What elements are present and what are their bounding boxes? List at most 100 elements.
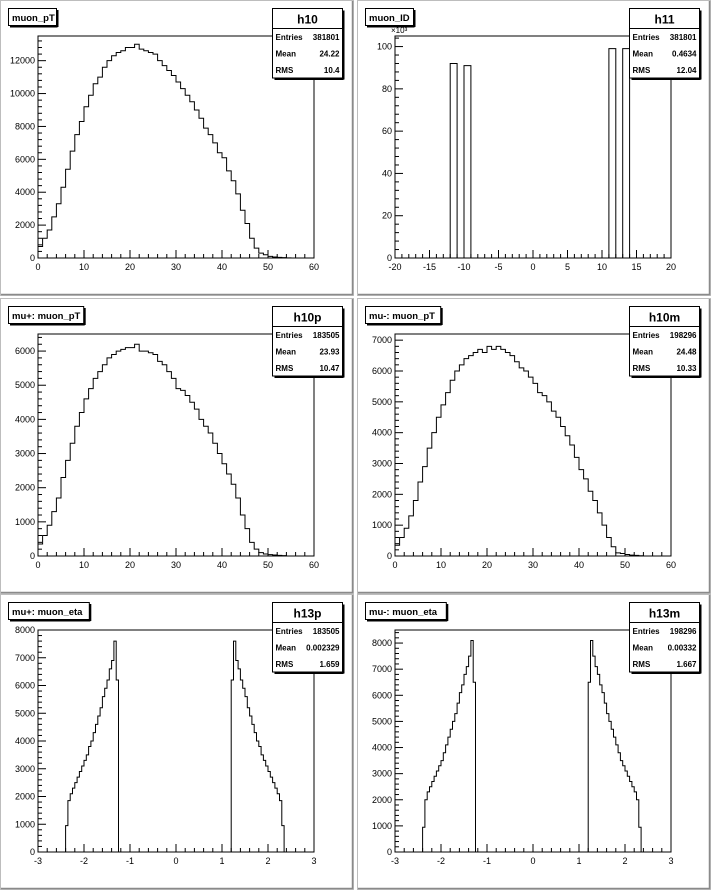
stats-value: 381801 bbox=[670, 33, 697, 42]
title-box: mu+: muon_pT bbox=[8, 306, 86, 326]
y-tick-label: 40 bbox=[382, 168, 392, 178]
chart-title: mu+: muon_pT bbox=[12, 311, 81, 322]
y-tick-label: 2000 bbox=[15, 483, 35, 493]
stats-value: 0.00332 bbox=[668, 644, 697, 653]
stats-box: h13m Entries 198296 Mean 0.00332 RMS 1.667 bbox=[629, 602, 702, 674]
x-tick-label: 0 bbox=[173, 856, 178, 866]
stats-box: h11 Entries 381801 Mean 0.4634 RMS 12.04 bbox=[629, 8, 702, 80]
y-tick-label: 6000 bbox=[15, 346, 35, 356]
y-tick-label: 3000 bbox=[372, 769, 392, 779]
stats-label: Mean bbox=[276, 50, 297, 59]
title-box: mu-: muon_eta bbox=[365, 602, 449, 622]
x-tick-label: 1 bbox=[219, 856, 224, 866]
stats-label: Entries bbox=[276, 331, 304, 340]
x-tick-label: 3 bbox=[668, 856, 673, 866]
y-tick-label: 0 bbox=[387, 847, 392, 857]
y-tick-label: 4000 bbox=[15, 414, 35, 424]
y-tick-label: 1000 bbox=[15, 819, 35, 829]
stats-value: 1.667 bbox=[676, 660, 697, 669]
stats-label: Entries bbox=[633, 33, 661, 42]
histogram-series-line bbox=[395, 639, 669, 853]
stats-label: RMS bbox=[276, 660, 294, 669]
x-tick-label: 30 bbox=[171, 560, 181, 570]
stats-box: h13p Entries 183505 Mean 0.002329 RMS 1.659 bbox=[272, 602, 345, 674]
title-box: mu-: muon_pT bbox=[365, 306, 443, 326]
y-tick-label: 8000 bbox=[15, 121, 35, 131]
stats-box-name: h13m bbox=[649, 607, 680, 621]
stats-box-name: h10m bbox=[649, 311, 680, 325]
y-tick-label: 1000 bbox=[15, 517, 35, 527]
y-tick-label: 2000 bbox=[15, 792, 35, 802]
x-tick-label: 10 bbox=[79, 262, 89, 272]
y-tick-label: 0 bbox=[387, 253, 392, 263]
stats-value: 183505 bbox=[313, 627, 340, 636]
y-tick-label: 4000 bbox=[15, 187, 35, 197]
stats-value: 198296 bbox=[670, 331, 697, 340]
x-tick-label: 30 bbox=[171, 262, 181, 272]
stats-label: Mean bbox=[276, 348, 297, 357]
stats-label: Mean bbox=[633, 644, 654, 653]
y-tick-label: 3000 bbox=[15, 764, 35, 774]
y-tick-label: 5000 bbox=[372, 716, 392, 726]
y-tick-label: 12000 bbox=[10, 56, 35, 66]
y-tick-label: 2000 bbox=[372, 489, 392, 499]
y-tick-label: 6000 bbox=[372, 366, 392, 376]
stats-value: 10.33 bbox=[676, 364, 697, 373]
stats-box-name: h11 bbox=[654, 13, 674, 27]
y-tick-label: 0 bbox=[30, 253, 35, 263]
x-tick-label: 2 bbox=[622, 856, 627, 866]
x-tick-label: 60 bbox=[666, 560, 676, 570]
stats-value: 183505 bbox=[313, 331, 340, 340]
y-tick-label: 0 bbox=[387, 551, 392, 561]
stats-label: Mean bbox=[633, 348, 654, 357]
x-tick-label: -1 bbox=[126, 856, 134, 866]
x-tick-label: 10 bbox=[436, 560, 446, 570]
x-tick-label: -15 bbox=[423, 262, 436, 272]
stats-value: 381801 bbox=[313, 33, 340, 42]
stats-label: RMS bbox=[276, 364, 294, 373]
x-tick-label: 20 bbox=[125, 262, 135, 272]
stats-box-frame bbox=[629, 306, 700, 377]
x-tick-label: 10 bbox=[79, 560, 89, 570]
y-tick-label: 6000 bbox=[15, 154, 35, 164]
y-tick-label: 2000 bbox=[372, 795, 392, 805]
y-tick-label: 5000 bbox=[15, 380, 35, 390]
x-tick-label: -5 bbox=[494, 262, 502, 272]
x-tick-label: 50 bbox=[263, 262, 273, 272]
histogram-series-line bbox=[394, 345, 671, 557]
stats-box: h10p Entries 183505 Mean 23.93 RMS 10.47 bbox=[272, 306, 345, 378]
histogram-panel-mu-minus-eta: -3 -2 -1 0 1 2 3 0 1000 2000 3000 4000 5000 6000 7000 8… bbox=[357, 594, 711, 890]
x-tick-label: 40 bbox=[217, 262, 227, 272]
histogram-series-line bbox=[37, 343, 314, 557]
x-tick-label: 40 bbox=[217, 560, 227, 570]
stats-value: 23.93 bbox=[319, 348, 340, 357]
histogram-panel-muon-pt: 0 10 20 30 40 50 60 0 2000 4000 6000 8000 10000 12000… bbox=[0, 0, 354, 296]
chart-title: mu-: muon_pT bbox=[369, 311, 435, 322]
y-tick-label: 20 bbox=[382, 211, 392, 221]
x-tick-label: 0 bbox=[530, 856, 535, 866]
y-tick-label: 8000 bbox=[372, 638, 392, 648]
y-tick-label: 80 bbox=[382, 84, 392, 94]
x-tick-label: 2 bbox=[265, 856, 270, 866]
pad-frame bbox=[0, 594, 354, 890]
x-tick-label: -10 bbox=[457, 262, 470, 272]
x-tick-label: 0 bbox=[392, 560, 397, 570]
x-tick-label: 50 bbox=[620, 560, 630, 570]
stats-label: Entries bbox=[276, 627, 304, 636]
stats-value: 24.22 bbox=[319, 50, 340, 59]
y-tick-label: 1000 bbox=[372, 821, 392, 831]
y-tick-label: 7000 bbox=[372, 335, 392, 345]
y-tick-label: 7000 bbox=[15, 653, 35, 663]
stats-value: 0.002329 bbox=[306, 644, 340, 653]
x-tick-label: 20 bbox=[482, 560, 492, 570]
y-tick-label: 5000 bbox=[15, 708, 35, 718]
x-tick-label: 60 bbox=[309, 560, 319, 570]
histogram-series-line bbox=[38, 640, 312, 853]
y-tick-label: 60 bbox=[382, 126, 392, 136]
stats-label: Mean bbox=[633, 50, 654, 59]
stats-box: h10m Entries 198296 Mean 24.48 RMS 10.33 bbox=[629, 306, 702, 378]
stats-label: Entries bbox=[276, 33, 304, 42]
x-tick-label: -1 bbox=[483, 856, 491, 866]
stats-value: 198296 bbox=[670, 627, 697, 636]
x-tick-label: 50 bbox=[263, 560, 273, 570]
